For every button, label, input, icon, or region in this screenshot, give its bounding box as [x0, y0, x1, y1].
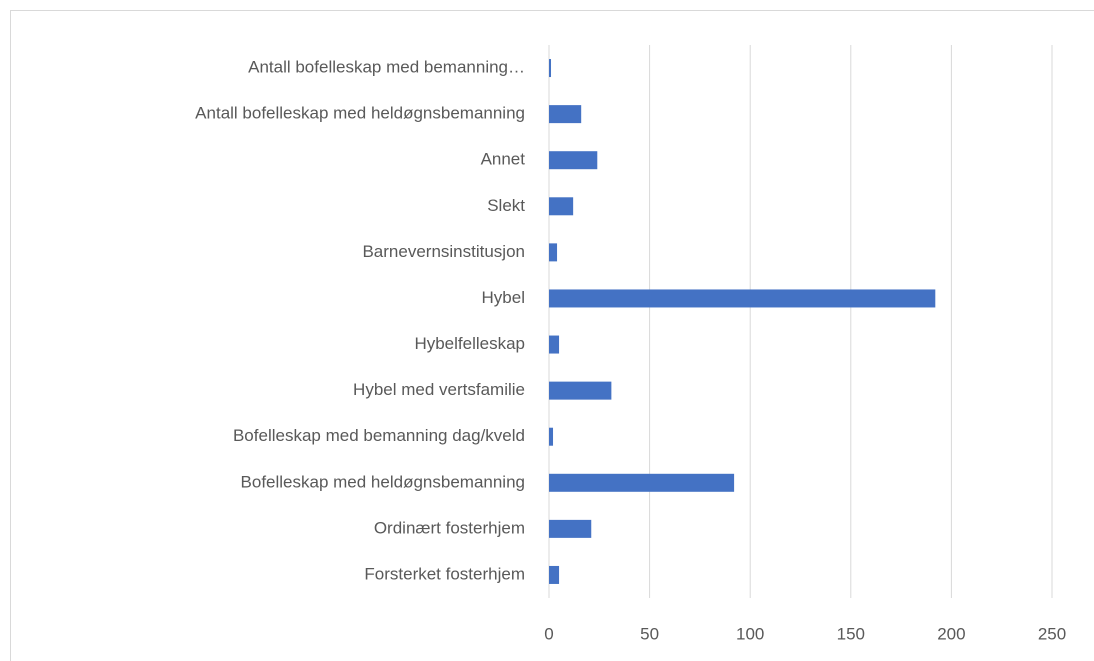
x-tick-label: 50: [640, 624, 659, 643]
bar: [549, 565, 560, 584]
y-tick-label: Hybel med vertsfamilie: [353, 380, 525, 399]
bar: [549, 381, 612, 400]
bar: [549, 105, 582, 124]
x-tick-label: 200: [937, 624, 965, 643]
bar: [549, 473, 735, 492]
x-tick-label: 150: [837, 624, 865, 643]
y-tick-label: Slekt: [487, 196, 525, 215]
bar: [549, 289, 936, 308]
bar: [549, 59, 552, 78]
y-tick-label: Barnevernsinstitusjon: [362, 242, 525, 261]
bar: [549, 197, 574, 216]
y-tick-label: Bofelleskap med heldøgnsbemanning: [241, 472, 525, 491]
y-tick-label: Ordinært fosterhjem: [374, 518, 525, 537]
bar: [549, 335, 560, 354]
y-tick-label: Hybel: [482, 288, 525, 307]
y-tick-label: Bofelleskap med bemanning dag/kveld: [233, 426, 525, 445]
y-tick-label: Antall bofelleskap med heldøgnsbemanning: [195, 104, 525, 123]
bar: [549, 151, 598, 170]
x-tick-label: 100: [736, 624, 764, 643]
y-tick-label: Hybelfelleskap: [414, 334, 525, 353]
chart-border: [10, 10, 1094, 661]
y-tick-label: Forsterket fosterhjem: [364, 564, 525, 583]
bar: [549, 519, 592, 538]
bar: [549, 427, 554, 446]
y-tick-label: Annet: [481, 150, 526, 169]
bar: [549, 243, 558, 262]
x-tick-label: 250: [1038, 624, 1066, 643]
x-tick-label: 0: [544, 624, 553, 643]
y-tick-label: Antall bofelleskap med bemanning…: [248, 58, 525, 77]
